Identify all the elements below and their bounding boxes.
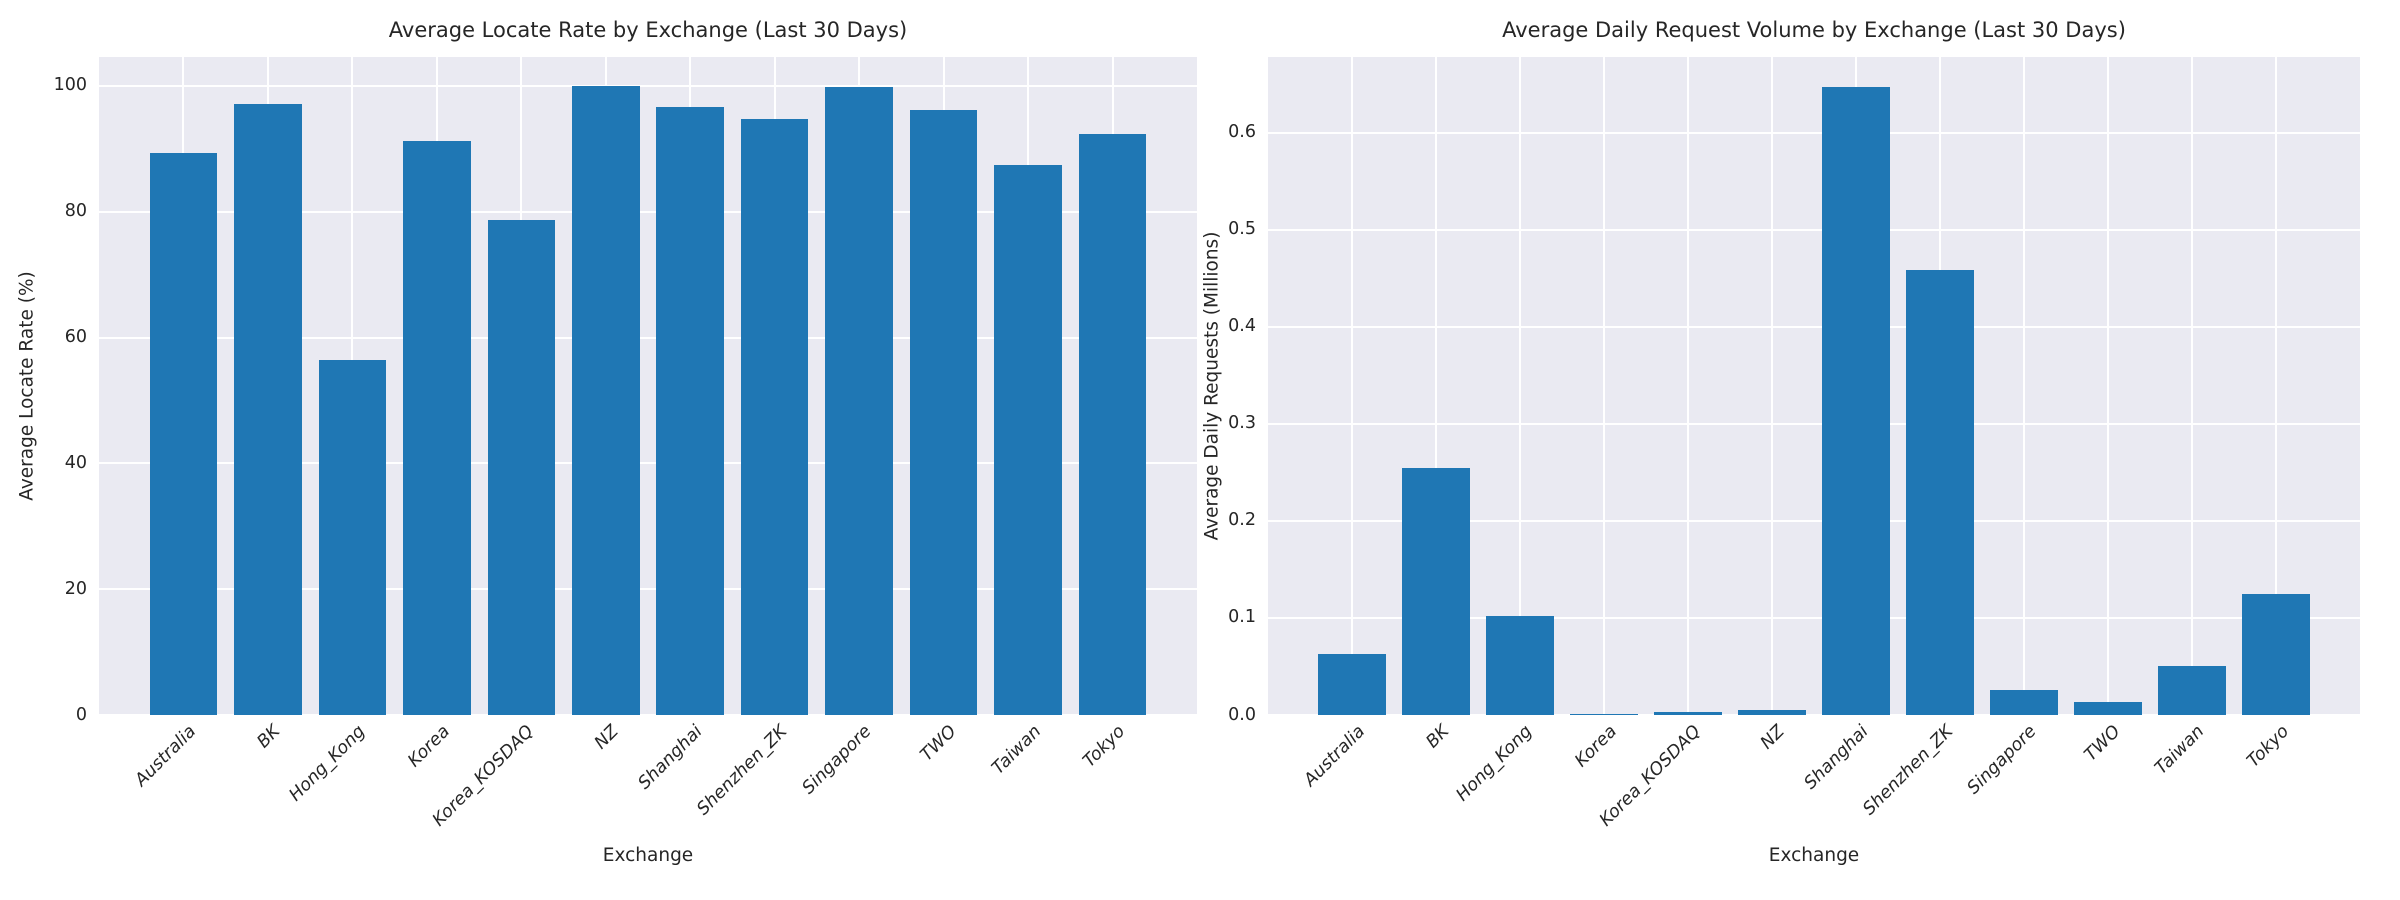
x-gridline xyxy=(2107,57,2109,715)
y-tick-label: 100 xyxy=(53,75,87,96)
x-tick-label: BK xyxy=(253,721,285,753)
y-gridline xyxy=(1268,325,2360,328)
y-gridline xyxy=(99,336,1197,339)
bar-BK xyxy=(1402,467,1470,715)
x-tick-label: Taiwan xyxy=(2151,721,2209,779)
bar-Singapore xyxy=(825,86,893,715)
y-gridline xyxy=(1268,422,2360,425)
y-gridline xyxy=(99,588,1197,591)
x-tick-label: Korea xyxy=(1571,721,1621,772)
bar-Taiwan xyxy=(2158,666,2226,715)
bar-Hong_Kong xyxy=(1486,616,1554,715)
x-gridline xyxy=(2191,57,2193,715)
x-axis-label: Exchange xyxy=(602,845,694,866)
bar-Singapore xyxy=(1990,689,2058,715)
bar-Tokyo xyxy=(2242,593,2310,715)
y-gridline xyxy=(1268,519,2360,522)
y-gridline xyxy=(99,210,1197,213)
bar-Shanghai xyxy=(1822,87,1890,715)
bar-Korea xyxy=(403,140,471,715)
y-tick-label: 40 xyxy=(64,452,87,473)
bar-Tokyo xyxy=(1078,134,1147,715)
bar-TWO xyxy=(909,110,978,715)
bar-Shenzhen_ZK xyxy=(1906,269,1974,715)
x-tick-label: NZ xyxy=(590,721,623,754)
y-gridline xyxy=(99,462,1197,465)
y-tick-label: 0.5 xyxy=(1228,219,1256,240)
y-axis-label: Average Locate Rate (%) xyxy=(16,271,38,501)
y-tick-label: 0 xyxy=(75,704,87,725)
locate-rate-chart: Average Locate Rate by Exchange (Last 30… xyxy=(16,18,1197,866)
chart-title: Average Locate Rate by Exchange (Last 30… xyxy=(388,18,908,42)
bar-TWO xyxy=(2074,702,2142,715)
x-tick-label: Singapore xyxy=(1963,721,2041,799)
y-gridline xyxy=(1268,714,2360,716)
x-gridline xyxy=(1687,57,1689,715)
x-gridline xyxy=(2275,57,2277,715)
bar-Korea xyxy=(1570,714,1638,715)
y-tick-label: 0.4 xyxy=(1228,316,1256,337)
x-gridline xyxy=(1771,57,1773,715)
x-tick-label: BK xyxy=(1421,721,1453,753)
chart-title: Average Daily Request Volume by Exchange… xyxy=(1502,18,2126,42)
x-tick-label: TWO xyxy=(916,721,961,766)
x-tick-label: Singapore xyxy=(799,721,876,799)
x-tick-label: Taiwan xyxy=(987,721,1045,779)
y-tick-label: 20 xyxy=(64,578,87,599)
request-volume-chart: Average Daily Request Volume by Exchange… xyxy=(1200,0,2400,900)
x-axis-label: Exchange xyxy=(1768,845,1860,866)
plot-area xyxy=(1268,57,2360,716)
bar-NZ xyxy=(1738,710,1806,715)
y-gridline xyxy=(1268,616,2360,619)
y-tick-label: 0.0 xyxy=(1228,704,1256,725)
x-tick-label: Australia xyxy=(131,721,201,791)
x-gridline xyxy=(2023,57,2025,715)
y-tick-label: 0.2 xyxy=(1228,510,1256,531)
bar-Shanghai xyxy=(656,107,724,715)
x-tick-label: Shenzhen_ZK xyxy=(1858,721,1957,820)
x-tick-label: Korea xyxy=(403,721,454,772)
plot-area xyxy=(99,57,1197,716)
bar-Taiwan xyxy=(994,164,1062,715)
bar-Korea_KOSDAQ xyxy=(487,219,556,715)
bar-Australia xyxy=(149,152,218,715)
bar-Hong_Kong xyxy=(318,360,387,715)
y-gridline xyxy=(99,714,1197,716)
x-tick-label: TWO xyxy=(2081,721,2125,766)
x-tick-label: Tokyo xyxy=(1079,721,1130,772)
x-tick-label: NZ xyxy=(1756,721,1789,754)
y-gridline xyxy=(1268,228,2360,231)
x-tick-label: Shanghai xyxy=(1800,721,1873,794)
x-tick-label: Shenzhen_ZK xyxy=(693,721,792,820)
bar-Korea_KOSDAQ xyxy=(1654,712,1722,715)
x-tick-label: Australia xyxy=(1299,721,1369,791)
y-axis-label: Average Daily Requests (Millions) xyxy=(1201,231,1223,541)
y-gridline xyxy=(99,84,1197,87)
x-tick-label: Shanghai xyxy=(634,721,707,794)
x-gridline xyxy=(1603,57,1605,715)
x-tick-label: Hong_Kong xyxy=(285,721,370,806)
x-tick-label: Hong_Kong xyxy=(1452,721,1537,806)
y-tick-label: 80 xyxy=(64,201,87,222)
bar-NZ xyxy=(571,85,640,715)
y-tick-label: 0.1 xyxy=(1228,607,1256,628)
y-tick-label: 60 xyxy=(64,327,87,348)
bar-BK xyxy=(234,104,302,715)
y-tick-label: 0.3 xyxy=(1228,413,1256,434)
x-gridline xyxy=(1519,57,1521,715)
x-gridline xyxy=(1351,57,1353,715)
bar-Shenzhen_ZK xyxy=(740,119,809,715)
x-tick-label: Tokyo xyxy=(2242,721,2293,772)
x-gridline xyxy=(1435,57,1437,715)
y-gridline xyxy=(1268,131,2360,134)
y-tick-label: 0.6 xyxy=(1228,122,1256,143)
bar-Australia xyxy=(1318,653,1386,715)
